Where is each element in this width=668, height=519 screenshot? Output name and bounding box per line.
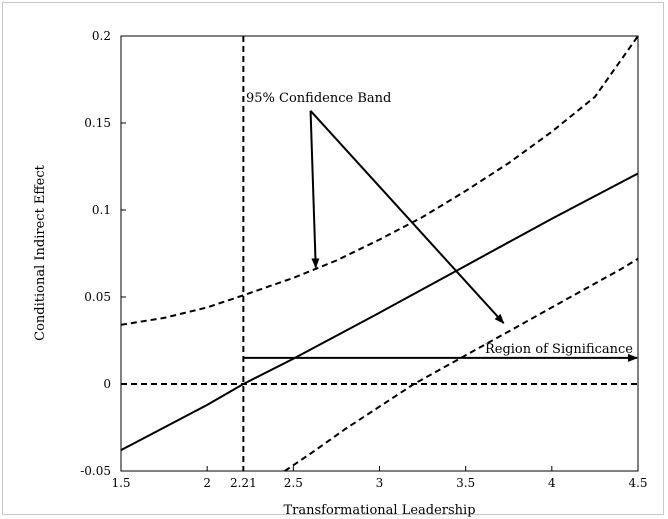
x-tick-label: 4 — [548, 476, 556, 490]
y-tick-label: 0.2 — [92, 29, 111, 43]
chart-frame — [2, 2, 664, 515]
confidence-band-arrow-1 — [309, 110, 320, 269]
upper-confidence-line — [120, 35, 639, 326]
x-tick-label: 2.21 — [230, 476, 257, 490]
x-tick-label: 4.5 — [628, 476, 647, 490]
x-tick-label: 2 — [203, 476, 211, 490]
y-tick-label: -0.05 — [80, 464, 111, 478]
x-tick-label: 2.5 — [284, 476, 303, 490]
x-tick-label: 1.5 — [111, 476, 130, 490]
y-tick-label: 0 — [103, 377, 111, 391]
y-tick-label: 0.1 — [92, 203, 111, 217]
x-axis-title: Transformational Leadership — [283, 503, 475, 518]
region-of-significance-label: Region of Significance — [485, 342, 633, 357]
x-tick-label: 3.5 — [456, 476, 475, 490]
confidence-band-arrow-2 — [309, 110, 505, 324]
y-axis-title: Conditional Indirect Effect — [33, 164, 48, 340]
x-tick-label: 3 — [376, 476, 384, 490]
y-tick-label: 0.15 — [84, 116, 111, 130]
indirect-effect-line — [120, 172, 639, 451]
confidence-band-label: 95% Confidence Band — [246, 91, 391, 106]
y-tick-label: 0.05 — [84, 290, 111, 304]
lower-confidence-line — [284, 257, 639, 472]
